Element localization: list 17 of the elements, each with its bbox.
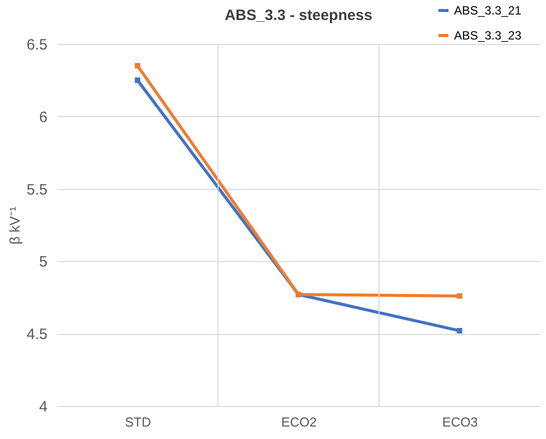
- y-tick-label: 5: [39, 254, 48, 271]
- y-axis-title: β kV⁻¹: [6, 206, 23, 244]
- y-tick-label: 4: [39, 398, 48, 416]
- point: [134, 77, 140, 83]
- y-tick-label: 6: [39, 108, 48, 126]
- y-tick-label: 6.5: [26, 36, 48, 54]
- chart-title: ABS_3.3 - steepness: [224, 7, 372, 24]
- x-tick-label: ECO3: [442, 414, 478, 430]
- x-tick-label: STD: [125, 414, 151, 430]
- point: [456, 328, 462, 334]
- point: [134, 62, 140, 68]
- legend-label: ABS_3.3_23: [454, 28, 522, 42]
- legend-label: ABS_3.3_21: [454, 4, 522, 18]
- y-tick-label: 5.5: [26, 181, 48, 198]
- point: [456, 293, 462, 299]
- y-tick-label: 4.5: [26, 326, 48, 344]
- x-tick-label: ECO2: [281, 414, 317, 430]
